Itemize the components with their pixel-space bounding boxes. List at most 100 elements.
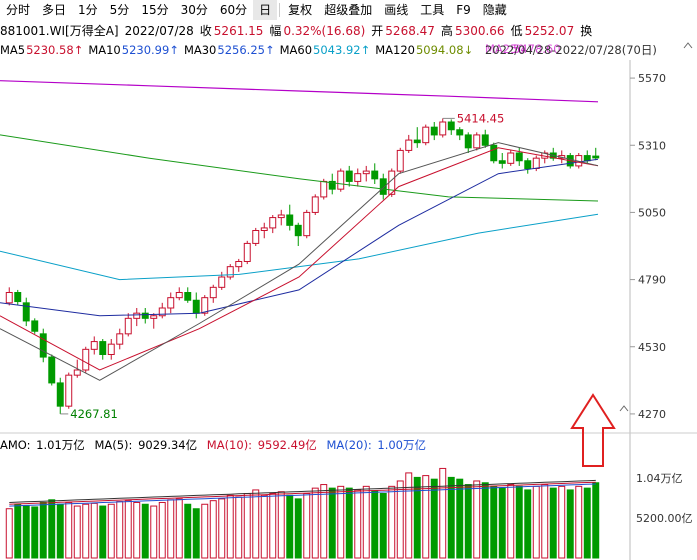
volume-bar: [541, 484, 549, 559]
low-label: 低: [510, 24, 523, 38]
volume-bar: [532, 485, 540, 559]
low-mark-label: 4267.81: [70, 407, 118, 421]
candle-body: [99, 341, 107, 356]
price-axis-label: 4530: [638, 341, 666, 354]
candle-body: [277, 214, 285, 219]
volume-bar: [82, 503, 90, 559]
toolbar-item-7[interactable]: 日: [253, 0, 278, 20]
candle-body: [5, 292, 13, 304]
ma120-label: MA120: [375, 43, 415, 57]
volume-bar: [99, 505, 107, 559]
amo-ma20-value: 1.00万亿: [377, 438, 426, 452]
volume-bar: [107, 503, 115, 559]
candle-body: [405, 139, 413, 151]
open-value: 5268.47: [385, 24, 435, 38]
volume-bar: [209, 500, 217, 559]
close-label: 收: [199, 24, 212, 38]
volume-bar: [286, 494, 294, 559]
candle-body: [481, 134, 489, 146]
toolbar-item-12[interactable]: F9: [456, 3, 471, 17]
candle-body: [498, 160, 506, 164]
volume-bar: [73, 505, 81, 559]
candle-body: [260, 227, 268, 232]
change-value: 0.32%(16.68): [283, 24, 366, 38]
candle-body: [243, 242, 251, 263]
high-value: 5300.66: [454, 24, 505, 38]
amo-ma20-label: MA(20):: [326, 438, 372, 452]
volume-bar: [5, 508, 13, 559]
collapse-icon: [619, 405, 629, 412]
ma250-line: [0, 80, 599, 103]
volume-bar: [396, 480, 404, 559]
amount-legend: AMO: 1.01万亿 MA(5): 9029.34亿 MA(10): 9592…: [0, 437, 432, 453]
volume-bar: [141, 503, 149, 559]
toolbar-item-8[interactable]: 复权: [288, 3, 313, 17]
volume-bar: [252, 489, 260, 559]
candle-body: [379, 178, 387, 195]
volume-bar: [150, 505, 158, 559]
high-mark-label: 5414.45: [457, 111, 505, 125]
volume-bar: [320, 484, 328, 559]
toolbar-item-5[interactable]: 30分: [180, 3, 208, 17]
candle-body: [175, 292, 183, 299]
volume-bar: [192, 508, 200, 559]
ma60-line: [0, 213, 599, 281]
candle-body: [515, 152, 523, 162]
candle-body: [141, 312, 149, 319]
ma60-value: 5043.92↑: [313, 43, 371, 57]
period-toolbar: 分时 多日 1分 5分 15分 30分 60分日复权 超级叠加 画线 工具 F9 隐藏: [0, 0, 697, 20]
candle-body: [158, 307, 166, 317]
candle-body: [65, 374, 73, 407]
toolbar-item-10[interactable]: 画线: [384, 3, 409, 17]
ma30-value: 5256.25↑: [217, 43, 275, 57]
volume-axis-label: 5200.00亿: [636, 512, 693, 525]
volume-bar: [124, 500, 132, 559]
volume-bar: [184, 503, 192, 559]
volume-bar: [422, 475, 430, 559]
ma5-line: [0, 142, 599, 381]
volume-bar: [65, 501, 73, 559]
toolbar-item-2[interactable]: 1分: [78, 3, 98, 17]
volume-bar: [413, 476, 421, 559]
volume-bar: [337, 485, 345, 559]
low-value: 5252.07: [524, 24, 575, 38]
toolbar-item-11[interactable]: 工具: [420, 3, 445, 17]
candle-body: [39, 333, 47, 358]
volume-bar: [566, 489, 574, 559]
toolbar-item-6[interactable]: 60分: [219, 3, 248, 17]
volume-bar: [558, 485, 566, 559]
candle-body: [507, 152, 515, 164]
volume-bar: [158, 501, 166, 559]
candle-body: [116, 333, 124, 345]
candle-body: [345, 170, 353, 182]
volume-bar: [116, 501, 124, 559]
toolbar-item-0[interactable]: 分时: [6, 3, 31, 17]
amo-value: 1.01万亿: [36, 438, 85, 452]
volume-bar: [575, 485, 583, 559]
candle-body: [184, 292, 192, 301]
candle-body: [524, 160, 532, 169]
toolbar-item-1[interactable]: 多日: [42, 3, 67, 17]
candle-body: [82, 348, 90, 371]
candle-body: [192, 299, 200, 314]
candle-body: [14, 292, 22, 303]
candle-body: [48, 356, 56, 384]
amo-ma10-label: MA(10):: [206, 438, 253, 452]
volume-bar: [515, 485, 523, 559]
toolbar-item-3[interactable]: 5分: [109, 3, 130, 17]
close-value: 5261.15: [213, 24, 264, 38]
candle-body: [133, 312, 141, 319]
toolbar-item-4[interactable]: 15分: [141, 3, 169, 17]
amo-ma5-value: 9029.34亿: [138, 438, 198, 452]
candle-body: [252, 230, 260, 244]
volume-bar: [277, 491, 285, 559]
candle-body: [371, 170, 379, 180]
volume-bar: [39, 501, 47, 559]
volume-bar: [362, 485, 370, 559]
volume-bar: [167, 499, 175, 559]
volume-bar: [226, 494, 234, 559]
toolbar-item-13[interactable]: 隐藏: [482, 3, 507, 17]
ma60-label: MA60: [279, 43, 313, 57]
toolbar-item-9[interactable]: 超级叠加: [324, 3, 373, 17]
